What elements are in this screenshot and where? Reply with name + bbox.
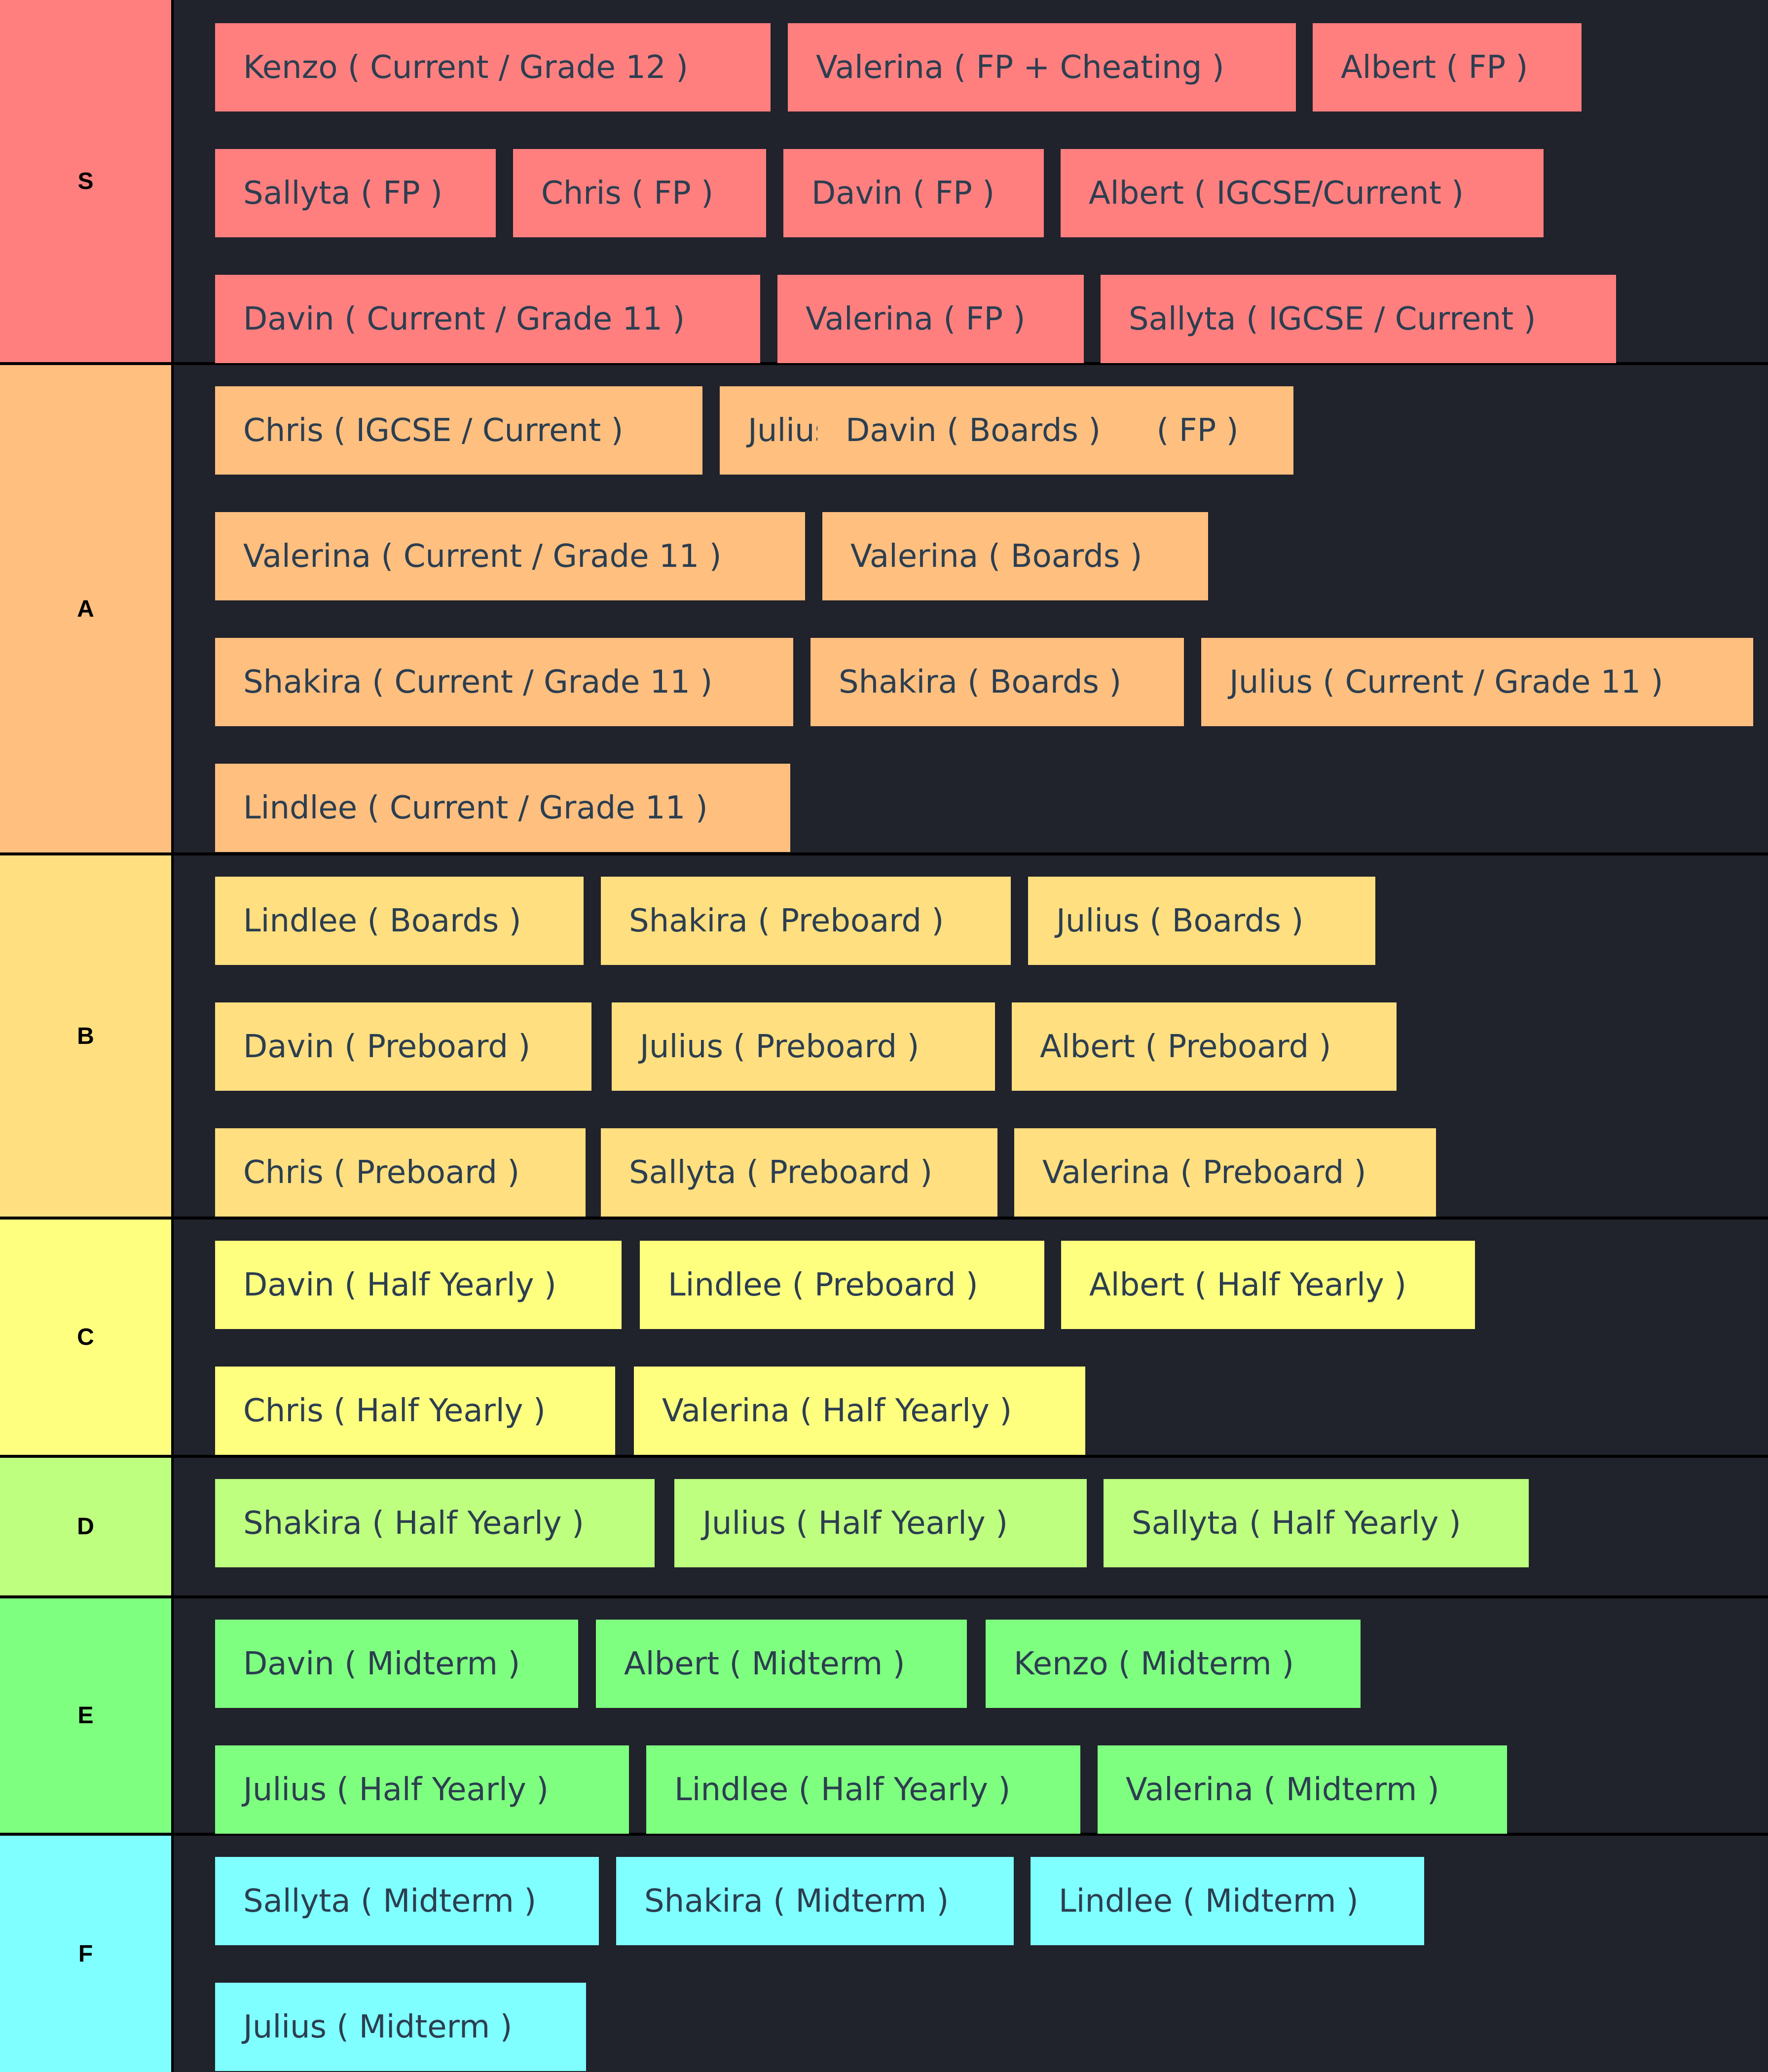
tier-item-card[interactable]: Chris ( Preboard ) — [215, 1128, 586, 1217]
tier-item-card[interactable]: Julius ( Preboard ) — [612, 1002, 995, 1091]
tier-item-card[interactable]: Chris ( Half Yearly ) — [215, 1367, 615, 1455]
tier-drop-zone[interactable]: Chris ( IGCSE / Current )Julius ( FP )Li… — [174, 365, 1768, 852]
tier-item-card[interactable]: Valerina ( Preboard ) — [1014, 1128, 1436, 1217]
tier-item-card[interactable]: Davin ( Boards ) — [817, 386, 1158, 475]
tier-drop-zone[interactable]: Davin ( Half Yearly ) Lindlee ( Preboard … — [174, 1220, 1768, 1455]
tier-row-e: E Davin ( Midterm ) Albert ( Midterm ) Kenz… — [0, 1598, 1768, 1834]
tier-item-card[interactable]: Julius ( Current / Grade 11 ) — [1201, 638, 1753, 726]
tier-item-card[interactable]: Chris ( IGCSE / Current ) — [215, 386, 702, 475]
tier-label-s[interactable]: S — [0, 0, 171, 362]
tier-item-card[interactable]: Davin ( FP ) — [783, 149, 1044, 237]
tier-item-card[interactable]: Sallyta ( Preboard ) — [601, 1128, 997, 1217]
tier-label-e[interactable]: E — [0, 1598, 171, 1833]
tier-label-d[interactable]: D — [0, 1458, 171, 1595]
tier-row-b: B Lindlee ( Boards ) Shakira ( Preboard ) J… — [0, 855, 1768, 1217]
tier-drop-zone[interactable]: Shakira ( Half Yearly ) Julius ( Half Yea… — [174, 1458, 1768, 1595]
tier-item-card[interactable]: Davin ( Half Yearly ) — [215, 1241, 622, 1329]
tier-item-card[interactable]: Kenzo ( Current / Grade 12 ) — [215, 23, 771, 111]
tier-item-card[interactable]: Lindlee ( Boards ) — [215, 877, 584, 965]
tier-item-card[interactable]: Lindlee ( Current / Grade 11 ) — [215, 764, 790, 852]
tier-item-card[interactable]: Valerina ( Midterm ) — [1098, 1745, 1507, 1834]
tier-item-card[interactable]: Valerina ( FP + Cheating ) — [788, 23, 1296, 111]
tier-item-card[interactable]: Chris ( FP ) — [513, 149, 766, 237]
tier-label-c[interactable]: C — [0, 1220, 171, 1455]
tier-item-card[interactable]: Valerina ( Boards ) — [822, 512, 1208, 600]
tier-item-card[interactable]: Valerina ( Half Yearly ) — [634, 1367, 1085, 1455]
tier-item-card[interactable]: Shakira ( Preboard ) — [601, 877, 1011, 965]
tier-label-a[interactable]: A — [0, 365, 171, 852]
tier-drop-zone[interactable]: Kenzo ( Current / Grade 12 ) Valerina ( F… — [174, 0, 1768, 363]
tier-item-card[interactable]: Lindlee ( Half Yearly ) — [646, 1745, 1080, 1834]
tier-item-card[interactable]: Lindlee ( Preboard ) — [640, 1241, 1044, 1329]
tier-item-card[interactable]: Julius ( Half Yearly ) — [674, 1479, 1087, 1567]
tier-item-card[interactable]: Shakira ( Midterm ) — [616, 1857, 1014, 1945]
tier-item-card[interactable]: Albert ( Half Yearly ) — [1061, 1241, 1475, 1329]
tier-label-f[interactable]: F — [0, 1836, 171, 2072]
tier-drop-zone[interactable]: Lindlee ( Boards ) Shakira ( Preboard ) Ju… — [174, 855, 1768, 1217]
tier-item-card[interactable]: Albert ( Preboard ) — [1012, 1002, 1397, 1091]
tier-row-c: C Davin ( Half Yearly ) Lindlee ( Preboard… — [0, 1220, 1768, 1455]
tier-item-card[interactable]: Sallyta ( IGCSE / Current ) — [1101, 275, 1616, 363]
tier-item-card[interactable]: Davin ( Preboard ) — [215, 1002, 591, 1091]
tier-item-card[interactable]: Davin ( Midterm ) — [215, 1620, 578, 1708]
tier-item-card[interactable]: Julius ( Half Yearly ) — [215, 1745, 629, 1834]
tier-row-f: F Sallyta ( Midterm ) Shakira ( Midterm ) L… — [0, 1836, 1768, 2072]
tier-item-card[interactable]: Albert ( Midterm ) — [596, 1620, 967, 1708]
tier-item-card[interactable]: Julius ( Midterm ) — [215, 1983, 586, 2071]
tier-item-card[interactable]: Valerina ( FP ) — [777, 275, 1084, 363]
tier-item-card[interactable]: Albert ( FP ) — [1313, 23, 1582, 111]
tier-item-card[interactable]: Davin ( Current / Grade 11 ) — [215, 275, 760, 363]
tier-item-card[interactable]: Sallyta ( Half Yearly ) — [1104, 1479, 1529, 1567]
tier-row-s: S Kenzo ( Current / Grade 12 ) Valerina ( … — [0, 0, 1768, 363]
tier-item-card[interactable]: Sallyta ( FP ) — [215, 149, 496, 237]
tier-item-card[interactable]: Shakira ( Boards ) — [810, 638, 1184, 726]
tier-drop-zone[interactable]: Sallyta ( Midterm ) Shakira ( Midterm ) Li… — [174, 1836, 1768, 2072]
tier-drop-zone[interactable]: Davin ( Midterm ) Albert ( Midterm ) Kenzo… — [174, 1598, 1768, 1834]
tier-label-b[interactable]: B — [0, 855, 171, 1217]
tier-item-card[interactable]: Albert ( IGCSE/Current ) — [1061, 149, 1544, 237]
tier-item-card[interactable]: Julius ( Boards ) — [1028, 877, 1375, 965]
tier-item-card[interactable]: Lindlee ( Midterm ) — [1031, 1857, 1424, 1945]
tier-item-card[interactable]: Shakira ( Current / Grade 11 ) — [215, 638, 793, 726]
tier-row-d: D Shakira ( Half Yearly ) Julius ( Half Ye… — [0, 1458, 1768, 1595]
tier-item-card[interactable]: Kenzo ( Midterm ) — [986, 1620, 1361, 1708]
tier-item-card[interactable]: Valerina ( Current / Grade 11 ) — [215, 512, 805, 600]
tier-item-card[interactable]: Sallyta ( Midterm ) — [215, 1857, 599, 1945]
tier-item-card[interactable]: Shakira ( Half Yearly ) — [215, 1479, 655, 1567]
